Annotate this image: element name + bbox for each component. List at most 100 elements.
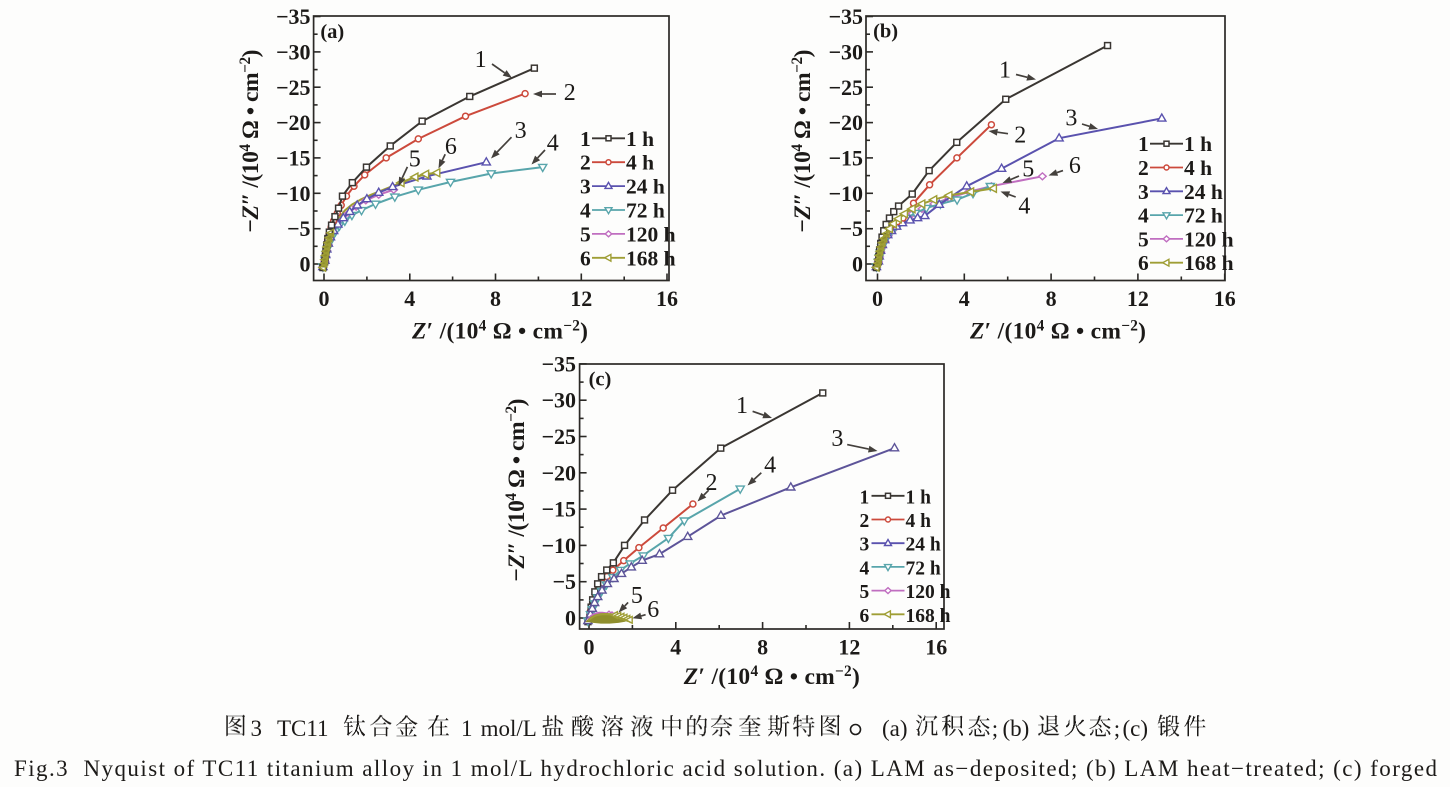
svg-text:;: ; (992, 716, 998, 741)
svg-text:120 h: 120 h (626, 222, 676, 246)
svg-text:Z′ /(104 Ω • cm−2): Z′ /(104 Ω • cm−2) (683, 663, 860, 690)
svg-text:6: 6 (580, 246, 591, 270)
svg-text:5: 5 (1138, 227, 1149, 251)
svg-text:4 h: 4 h (626, 151, 654, 175)
svg-text:5: 5 (580, 222, 591, 246)
svg-text:72 h: 72 h (1184, 204, 1223, 228)
svg-text:5: 5 (860, 582, 870, 603)
svg-text:120 h: 120 h (906, 582, 951, 603)
svg-text:−35: −35 (828, 4, 863, 29)
svg-text:3: 3 (1065, 106, 1077, 132)
svg-text:6: 6 (860, 606, 870, 627)
svg-text:−15: −15 (276, 145, 311, 170)
svg-text:8: 8 (490, 286, 501, 311)
svg-text:24 h: 24 h (1184, 180, 1223, 204)
svg-text:5: 5 (631, 583, 643, 609)
svg-text:16: 16 (925, 635, 947, 660)
svg-text:16: 16 (1214, 286, 1236, 311)
svg-text:4: 4 (1018, 194, 1030, 220)
svg-text:0: 0 (852, 252, 863, 277)
svg-text:−Z″ /(104 Ω • cm−2): −Z″ /(104 Ω • cm−2) (237, 50, 264, 233)
svg-text:1: 1 (1138, 132, 1149, 156)
svg-text:2: 2 (860, 511, 870, 532)
svg-text:−30: −30 (276, 39, 311, 64)
svg-text:168 h: 168 h (906, 606, 951, 627)
svg-text:1: 1 (475, 47, 487, 73)
svg-text:72 h: 72 h (906, 558, 941, 579)
svg-text:mol/L: mol/L (481, 716, 537, 741)
svg-text:−20: −20 (276, 110, 311, 135)
svg-text:4 h: 4 h (1184, 156, 1212, 180)
svg-text:168 h: 168 h (1184, 251, 1234, 275)
svg-text:−Z″ /(104 Ω • cm−2): −Z″ /(104 Ω • cm−2) (503, 399, 530, 582)
svg-text:5: 5 (1022, 157, 1034, 183)
svg-text:4 h: 4 h (906, 511, 932, 532)
svg-text:4: 4 (404, 286, 415, 311)
svg-text:Z′ /(104 Ω • cm−2): Z′ /(104 Ω • cm−2) (411, 317, 588, 344)
svg-text:12: 12 (1127, 286, 1149, 311)
svg-text:2: 2 (1138, 156, 1149, 180)
svg-text:−35: −35 (541, 351, 576, 376)
svg-text:−Z″ /(104 Ω • cm−2): −Z″ /(104 Ω • cm−2) (789, 50, 816, 233)
svg-text:3: 3 (515, 118, 527, 144)
svg-text:0: 0 (300, 252, 311, 277)
svg-text:−30: −30 (541, 388, 576, 413)
svg-text:;: ; (1114, 716, 1120, 741)
svg-text:3: 3 (580, 175, 591, 199)
svg-text:0: 0 (565, 606, 576, 631)
svg-text:120 h: 120 h (1184, 227, 1234, 251)
svg-text:1: 1 (580, 127, 591, 151)
svg-text:1 h: 1 h (626, 127, 654, 151)
svg-text:−25: −25 (828, 75, 863, 100)
svg-text:24 h: 24 h (626, 175, 665, 199)
svg-text:2: 2 (564, 80, 576, 106)
svg-text:4: 4 (959, 286, 970, 311)
svg-text:1: 1 (736, 393, 748, 419)
svg-text:12: 12 (838, 635, 860, 660)
svg-text:4: 4 (764, 453, 776, 479)
svg-text:−35: −35 (276, 4, 311, 29)
svg-text:(a): (a) (882, 716, 908, 741)
svg-text:4: 4 (547, 131, 559, 157)
svg-text:6: 6 (1069, 153, 1081, 179)
svg-text:3: 3 (860, 535, 870, 556)
svg-text:−25: −25 (541, 424, 576, 449)
svg-text:12: 12 (570, 286, 592, 311)
svg-text:−10: −10 (276, 181, 311, 206)
svg-text:0: 0 (584, 635, 595, 660)
svg-text:8: 8 (757, 635, 768, 660)
svg-text:Z′ /(104 Ω • cm−2): Z′ /(104 Ω • cm−2) (969, 317, 1146, 344)
svg-text:24 h: 24 h (906, 535, 941, 556)
svg-text:4: 4 (580, 199, 591, 223)
svg-text:−30: −30 (828, 39, 863, 64)
svg-text:Fig.3 Nyquist of TC11 titaniu: Fig.3 Nyquist of TC11 titanium alloy in … (14, 756, 1438, 781)
svg-text:2: 2 (580, 151, 591, 175)
svg-text:72 h: 72 h (626, 199, 665, 223)
svg-text:1: 1 (999, 58, 1011, 84)
svg-text:3: 3 (251, 716, 263, 741)
svg-text:168 h: 168 h (626, 246, 676, 270)
svg-text:1 h: 1 h (906, 487, 932, 508)
svg-text:(c): (c) (1123, 716, 1149, 741)
svg-text:−5: −5 (287, 216, 311, 241)
svg-text:1 h: 1 h (1184, 132, 1212, 156)
svg-text:0: 0 (319, 286, 330, 311)
svg-text:4: 4 (670, 635, 681, 660)
svg-text:6: 6 (445, 134, 457, 160)
svg-text:−10: −10 (828, 181, 863, 206)
svg-text:1: 1 (860, 487, 870, 508)
svg-text:−10: −10 (541, 533, 576, 558)
svg-text:−5: −5 (839, 216, 863, 241)
svg-text:16: 16 (656, 286, 678, 311)
svg-text:1: 1 (461, 716, 473, 741)
svg-text:4: 4 (1138, 204, 1149, 228)
svg-text:5: 5 (409, 147, 421, 173)
svg-text:−25: −25 (276, 75, 311, 100)
svg-text:8: 8 (1046, 286, 1057, 311)
svg-text:−20: −20 (828, 110, 863, 135)
svg-text:2: 2 (706, 470, 718, 496)
svg-text:(c): (c) (589, 369, 612, 391)
svg-text:0: 0 (872, 286, 883, 311)
svg-text:3: 3 (831, 426, 843, 452)
svg-text:−15: −15 (541, 497, 576, 522)
